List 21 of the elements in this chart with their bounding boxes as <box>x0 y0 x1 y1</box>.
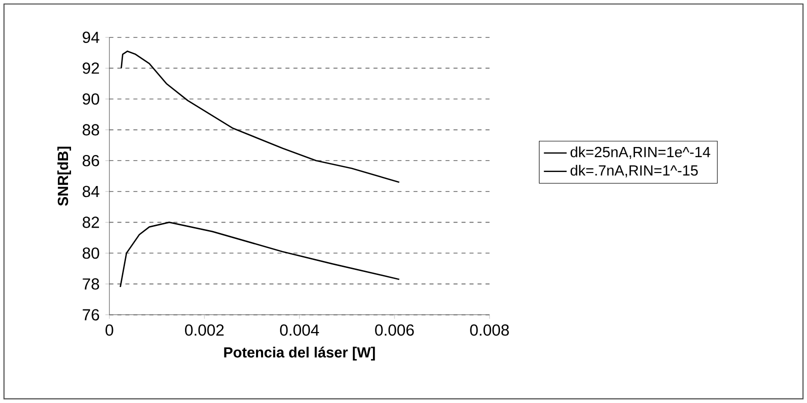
y-tick-label: 84 <box>82 186 100 198</box>
y-tick-label: 90 <box>82 93 100 105</box>
x-tick-label: 0.008 <box>470 324 509 336</box>
y-tick-label: 92 <box>82 62 99 74</box>
y-tick-label: 94 <box>82 32 100 44</box>
line-series <box>120 50 400 183</box>
y-tick-label: 78 <box>82 278 100 290</box>
legend-label: dk=25nA,RIN=1e^-14 <box>570 146 710 160</box>
y-axis-title: SNR[dB] <box>57 146 72 206</box>
y-tick-label: 82 <box>82 216 99 228</box>
legend-label: dk=.7nA,RIN=1^-15 <box>570 164 698 178</box>
y-tick-label: 86 <box>82 155 100 166</box>
x-tick-label: 0.002 <box>185 324 224 336</box>
x-tick-label: 0.004 <box>280 324 320 336</box>
y-tick-label: 88 <box>82 124 100 136</box>
x-axis-title: Potencia del láser [W] <box>224 346 375 361</box>
line-series <box>120 222 400 288</box>
x-tick-label: 0 <box>106 324 114 336</box>
y-tick-label: 76 <box>82 309 100 321</box>
x-tick-label: 0.006 <box>375 324 414 336</box>
y-tick-label: 80 <box>82 248 100 259</box>
